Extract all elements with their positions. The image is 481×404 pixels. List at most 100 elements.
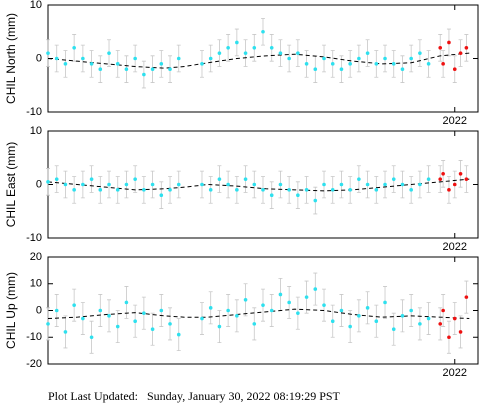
- data-point: [287, 56, 291, 61]
- data-point: [348, 62, 352, 66]
- data-point: [322, 303, 326, 307]
- data-point: [304, 188, 309, 192]
- x-tick-label: 2022: [443, 241, 467, 253]
- data-point: [365, 182, 370, 187]
- y-tick-label: -10: [26, 232, 42, 244]
- data-point: [438, 177, 443, 181]
- data-point: [441, 308, 445, 313]
- data-point: [63, 330, 68, 334]
- data-point: [357, 177, 361, 181]
- data-point: [133, 177, 137, 181]
- data-point: [322, 56, 326, 61]
- data-point: [391, 327, 396, 332]
- data-point: [168, 67, 172, 71]
- data-point: [391, 177, 396, 181]
- data-point: [391, 62, 396, 66]
- data-point: [124, 67, 129, 71]
- data-point: [54, 177, 59, 181]
- data-point: [409, 308, 413, 313]
- x-tick-label: 2022: [443, 115, 467, 127]
- data-point: [200, 182, 204, 187]
- data-point: [226, 182, 230, 187]
- data-point: [54, 56, 59, 61]
- data-point: [441, 172, 445, 176]
- data-point: [107, 314, 111, 318]
- data-point: [287, 188, 291, 192]
- data-point: [322, 182, 326, 187]
- data-point: [374, 188, 379, 192]
- data-point: [400, 314, 405, 318]
- data-point: [252, 322, 257, 326]
- data-point: [208, 306, 213, 310]
- y-axis-label: CHIL Up (mm): [4, 272, 18, 349]
- data-point: [348, 188, 352, 192]
- data-point: [81, 316, 85, 321]
- data-point: [339, 182, 344, 187]
- data-point: [89, 335, 94, 340]
- footer: Plot Last Updated: Sunday, January 30, 2…: [48, 389, 341, 403]
- data-point: [208, 56, 213, 61]
- data-point: [269, 193, 274, 197]
- data-point: [72, 188, 76, 192]
- y-tick-label: 10: [30, 125, 42, 137]
- data-point: [348, 324, 352, 329]
- data-point: [400, 67, 405, 71]
- data-point: [330, 188, 335, 192]
- data-point: [150, 182, 155, 187]
- data-point: [142, 188, 146, 192]
- data-point: [133, 319, 137, 324]
- data-point: [63, 62, 68, 66]
- data-point: [89, 177, 94, 181]
- data-point: [313, 287, 318, 291]
- data-point: [115, 324, 120, 329]
- data-point: [374, 319, 379, 324]
- data-point: [115, 188, 120, 192]
- data-point: [452, 182, 457, 187]
- data-point: [261, 303, 265, 307]
- data-point: [458, 51, 463, 55]
- data-point: [107, 51, 111, 55]
- data-point: [235, 314, 239, 318]
- data-point: [243, 51, 248, 55]
- y-tick-label: -10: [26, 106, 42, 118]
- data-point: [357, 314, 361, 318]
- data-point: [81, 182, 85, 187]
- data-point: [124, 300, 129, 305]
- data-point: [200, 62, 204, 66]
- data-point: [383, 182, 387, 187]
- data-point: [142, 72, 146, 77]
- data-point: [81, 56, 85, 61]
- data-point: [287, 300, 291, 305]
- data-point: [54, 308, 59, 313]
- data-point: [217, 51, 222, 55]
- data-point: [46, 180, 50, 184]
- data-point: [400, 182, 405, 187]
- data-point: [409, 188, 413, 192]
- data-point: [383, 300, 387, 305]
- x-tick-label: 2022: [443, 367, 467, 379]
- data-point: [261, 188, 265, 192]
- data-point: [452, 67, 457, 71]
- data-point: [330, 62, 335, 66]
- data-point: [63, 182, 68, 187]
- data-point: [159, 62, 164, 66]
- data-point: [441, 62, 445, 66]
- y-tick-label: 20: [30, 251, 42, 263]
- data-point: [217, 324, 222, 329]
- data-point: [46, 51, 50, 55]
- data-point: [426, 316, 431, 321]
- data-point: [72, 46, 76, 50]
- data-point: [418, 182, 422, 187]
- data-point: [278, 182, 283, 187]
- data-point: [357, 56, 361, 61]
- data-point: [447, 40, 451, 45]
- data-point: [124, 182, 129, 187]
- data-point: [176, 182, 181, 187]
- data-point: [46, 322, 50, 326]
- data-point: [304, 295, 309, 299]
- data-point: [176, 56, 181, 61]
- trend-line: [47, 52, 470, 69]
- data-point: [339, 308, 344, 313]
- y-tick-label: 10: [30, 278, 42, 290]
- data-point: [447, 188, 451, 192]
